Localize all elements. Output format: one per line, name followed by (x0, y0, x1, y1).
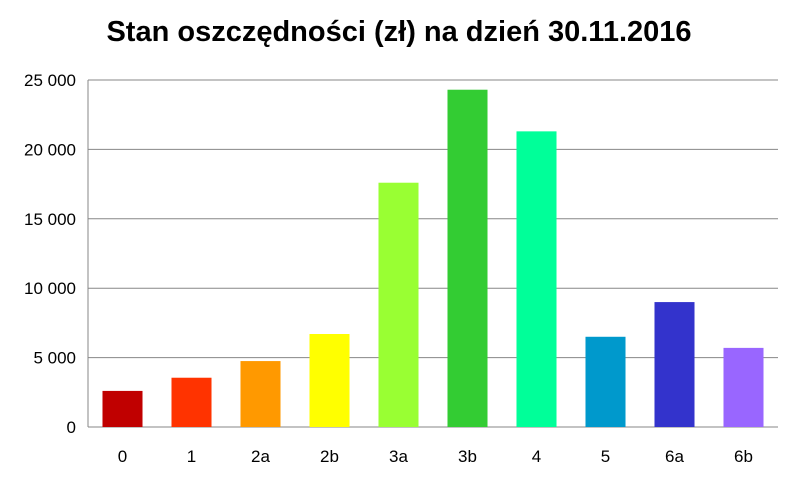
y-tick-label: 20 000 (24, 140, 76, 159)
x-tick-label: 0 (118, 447, 127, 466)
x-tick-label: 3a (389, 447, 408, 466)
bar (654, 302, 695, 427)
y-tick-label: 10 000 (24, 279, 76, 298)
x-tick-label: 1 (187, 447, 196, 466)
x-tick-label: 4 (532, 447, 541, 466)
y-tick-label: 25 000 (24, 71, 76, 90)
bar (309, 334, 350, 427)
x-tick-label: 6a (665, 447, 684, 466)
y-tick-label: 15 000 (24, 210, 76, 229)
chart-title: Stan oszczędności (zł) na dzień 30.11.20… (106, 16, 692, 48)
bar (378, 182, 419, 427)
x-tick-label: 2a (251, 447, 270, 466)
y-tick-label: 0 (67, 418, 76, 437)
bar (171, 377, 212, 427)
bar (516, 131, 557, 427)
bar (447, 89, 488, 427)
x-tick-label: 3b (458, 447, 477, 466)
y-tick-label: 5 000 (33, 349, 76, 368)
x-tick-label: 2b (320, 447, 339, 466)
bar (585, 336, 626, 427)
bar (723, 347, 764, 427)
x-tick-label: 5 (601, 447, 610, 466)
x-tick-label: 6b (734, 447, 753, 466)
bar (102, 390, 143, 427)
bar (240, 361, 281, 427)
